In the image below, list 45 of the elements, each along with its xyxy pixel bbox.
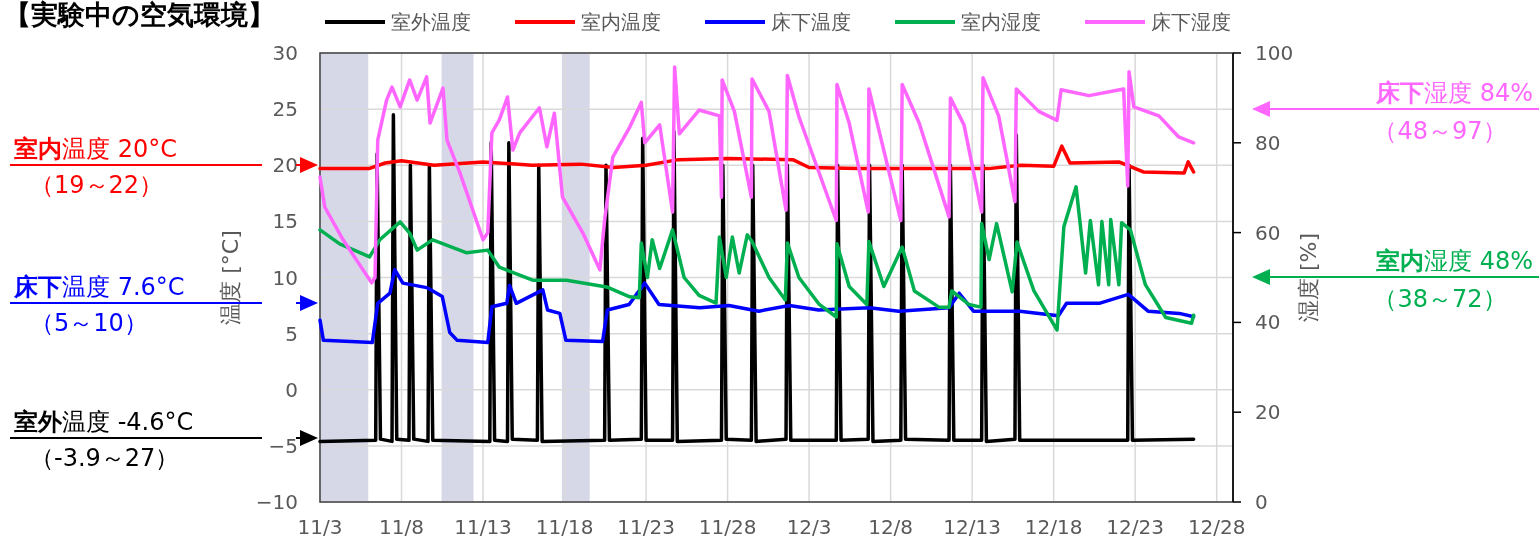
y-axis-title: 温度 [°C] (218, 230, 243, 325)
x-tick-label: 11/8 (379, 515, 424, 539)
x-tick-label: 12/18 (1024, 515, 1083, 539)
y2-tick-label: 80 (1255, 130, 1281, 155)
y2-tick-label: 20 (1255, 400, 1281, 425)
text: （48～97） (1373, 117, 1507, 145)
x-tick-label: 11/3 (297, 515, 343, 539)
text: 室外温度 -4.6°C (14, 408, 194, 436)
x-tick-label: 11/23 (617, 515, 675, 539)
y-tick-label: 15 (272, 209, 298, 234)
x-tick-label: 12/28 (1187, 515, 1246, 539)
x-tick-label: 11/13 (454, 515, 512, 539)
text: 室内湿度 48% (1376, 247, 1533, 275)
y2-tick-label: 100 (1255, 41, 1294, 65)
legend-label: 室内湿度 (961, 10, 1041, 34)
y-tick-label: −5 (268, 433, 298, 458)
x-tick-label: 12/23 (1106, 515, 1164, 539)
y-tick-label: 25 (272, 97, 298, 122)
y-tick-label: −10 (255, 490, 298, 514)
y2-tick-label: 0 (1255, 490, 1268, 514)
y2-tick-label: 60 (1255, 220, 1281, 245)
text: （19～22） (30, 171, 164, 199)
chart-title: 【実験中の空気環境】 (4, 0, 275, 30)
x-tick-label: 11/18 (535, 515, 594, 539)
legend-label: 床下温度 (771, 10, 851, 34)
y-tick-label: 10 (272, 265, 298, 290)
y-tick-label: 0 (285, 377, 298, 402)
x-tick-label: 12/13 (943, 515, 1001, 539)
y2-tick-label: 40 (1255, 310, 1281, 335)
legend-label: 室外温度 (391, 10, 471, 34)
text: 床下温度 7.6°C (13, 273, 185, 301)
y-tick-label: 5 (285, 321, 298, 346)
x-tick-label: 11/28 (698, 515, 757, 539)
x-tick-label: 12/8 (868, 515, 914, 539)
y-tick-label: 30 (272, 41, 298, 65)
x-tick-label: 12/3 (786, 515, 832, 539)
text: （-3.9～27） (30, 444, 180, 472)
text: （38～72） (1373, 285, 1507, 313)
text: 床下湿度 84% (1375, 79, 1533, 107)
y-tick-label: 20 (272, 153, 298, 178)
text: 室内温度 20°C (14, 135, 177, 163)
text: （5～10） (30, 309, 148, 337)
y2-axis-title: 湿度 [%] (1296, 232, 1321, 323)
legend-label: 床下湿度 (1151, 10, 1231, 34)
legend-label: 室内温度 (581, 10, 661, 34)
